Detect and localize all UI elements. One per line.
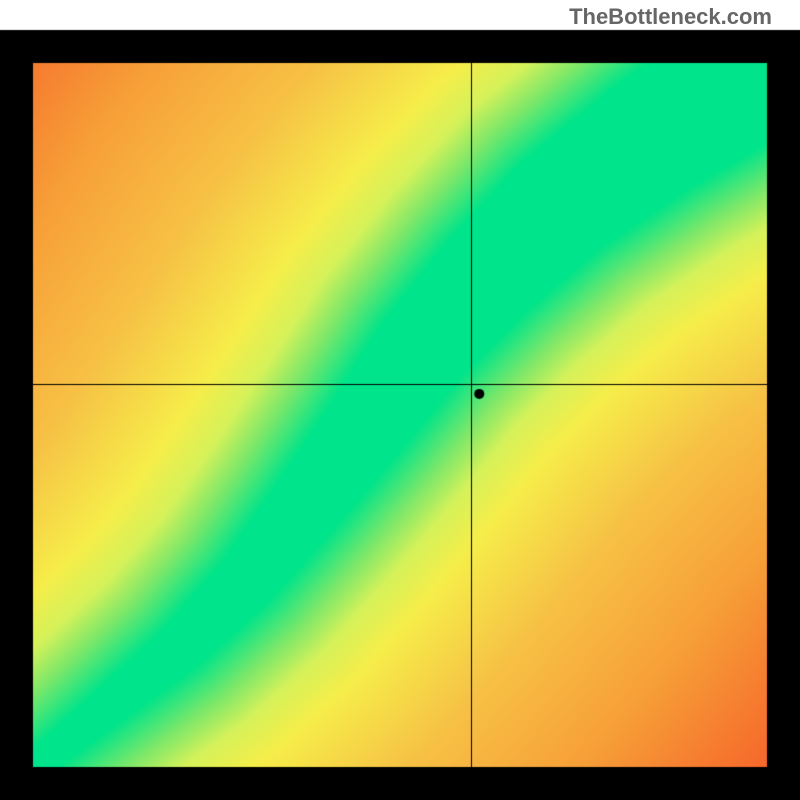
bottleneck-heatmap: [0, 0, 800, 800]
attribution-text: TheBottleneck.com: [569, 4, 772, 30]
